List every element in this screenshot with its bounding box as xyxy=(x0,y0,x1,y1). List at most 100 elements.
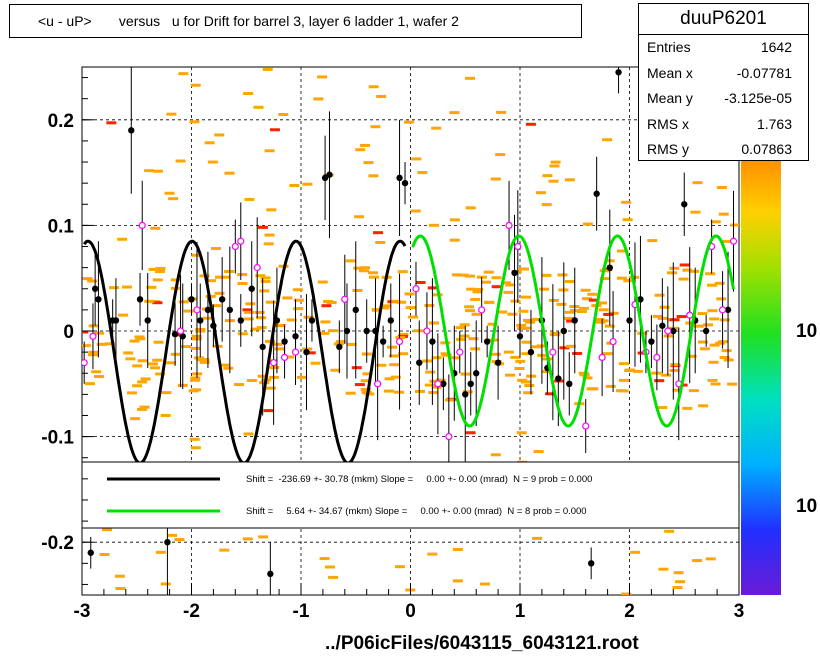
profile-point-alt xyxy=(514,242,522,251)
hist-cell xyxy=(660,373,671,377)
hist-cell xyxy=(705,557,716,561)
profile-point xyxy=(724,306,732,314)
hist-cell xyxy=(387,345,398,349)
profile-point xyxy=(467,380,474,387)
x-tick-label: 1 xyxy=(515,601,526,622)
profile-point xyxy=(336,343,343,351)
hist-cell xyxy=(245,302,256,306)
hist-cell xyxy=(431,126,442,130)
hist-cell xyxy=(244,310,255,314)
hist-cell xyxy=(576,310,587,314)
hist-cell xyxy=(719,355,730,359)
profile-point xyxy=(144,317,151,324)
profile-point xyxy=(343,327,351,335)
hist-cell xyxy=(147,362,158,366)
hist-cell xyxy=(689,269,700,273)
hist-cell xyxy=(293,298,304,302)
hist-cell xyxy=(224,269,235,273)
hist-cell xyxy=(115,587,126,591)
profile-point xyxy=(566,380,573,387)
hist-cell xyxy=(531,317,542,321)
hist-cell xyxy=(621,592,632,595)
hist-cell xyxy=(282,296,293,300)
hist-cell xyxy=(716,186,727,190)
hist-cell xyxy=(520,380,531,384)
profile-point xyxy=(171,330,179,338)
hist-cell xyxy=(616,276,627,280)
hist-cell xyxy=(479,582,490,586)
profile-point-alt xyxy=(729,237,738,245)
hist-cell xyxy=(220,275,231,279)
profile-point xyxy=(571,317,578,324)
hist-cell xyxy=(397,270,408,274)
hist-cell xyxy=(355,148,366,152)
hist-cell xyxy=(269,128,280,132)
hist-cell xyxy=(139,405,150,409)
hist-cell xyxy=(313,97,324,101)
hist-cell xyxy=(398,352,409,356)
hist-cell xyxy=(602,138,613,142)
hist-cell xyxy=(676,315,687,319)
hist-cell xyxy=(117,237,128,241)
hist-cell xyxy=(703,323,714,327)
hist-cell xyxy=(505,283,516,287)
hist-cell xyxy=(368,174,379,178)
profile-point xyxy=(494,359,502,366)
hist-cell xyxy=(503,290,514,294)
profile-point xyxy=(606,264,613,271)
hist-cell xyxy=(259,289,270,293)
hist-cell xyxy=(91,370,102,374)
hist-cell xyxy=(523,318,534,322)
hist-cell xyxy=(651,371,662,375)
hist-cell xyxy=(496,110,507,114)
hist-cell xyxy=(578,371,589,375)
hist-cell xyxy=(266,208,277,212)
hist-cell xyxy=(376,94,387,98)
hist-cell xyxy=(465,206,476,210)
hist-cell xyxy=(622,218,633,222)
hist-cell xyxy=(525,122,536,126)
hist-cell xyxy=(539,287,550,291)
hist-cell xyxy=(652,314,663,318)
profile-point xyxy=(516,333,524,340)
hist-cell xyxy=(359,269,370,273)
profile-point xyxy=(440,380,447,387)
hist-cell xyxy=(289,183,300,187)
hist-cell xyxy=(135,337,146,341)
hist-cell xyxy=(647,239,658,243)
profile-point xyxy=(218,296,226,303)
profile-point xyxy=(112,317,120,324)
palette-label: 10 xyxy=(796,496,817,517)
hist-cell xyxy=(429,223,440,227)
hist-cell xyxy=(149,366,160,370)
hist-cell xyxy=(490,453,501,457)
hist-cell xyxy=(153,340,164,344)
profile-point xyxy=(702,327,710,335)
hist-cell xyxy=(525,320,536,324)
profile-point-alt xyxy=(598,353,606,361)
profile-point xyxy=(267,570,274,578)
profile-point xyxy=(248,285,255,292)
hist-cell xyxy=(190,378,201,382)
hist-cell xyxy=(369,275,380,279)
hist-cell xyxy=(144,299,155,303)
hist-cell xyxy=(278,113,289,117)
hist-cell xyxy=(384,377,395,381)
profile-point xyxy=(226,306,234,314)
hist-cell xyxy=(310,361,321,365)
hist-cell xyxy=(354,383,365,387)
hist-cell xyxy=(714,281,725,285)
stats-row-mean-x: Mean x -0.07781 xyxy=(647,64,792,81)
hist-cell xyxy=(160,582,171,586)
hist-cell xyxy=(233,382,244,386)
hist-cell xyxy=(167,533,178,537)
hist-cell xyxy=(324,565,335,569)
hist-cell xyxy=(669,368,680,372)
hist-cell xyxy=(582,376,593,380)
hist-cell xyxy=(170,278,181,282)
hist-cell xyxy=(415,281,426,285)
hist-cell xyxy=(376,363,387,367)
hist-cell xyxy=(654,379,665,383)
profile-point xyxy=(363,327,370,335)
